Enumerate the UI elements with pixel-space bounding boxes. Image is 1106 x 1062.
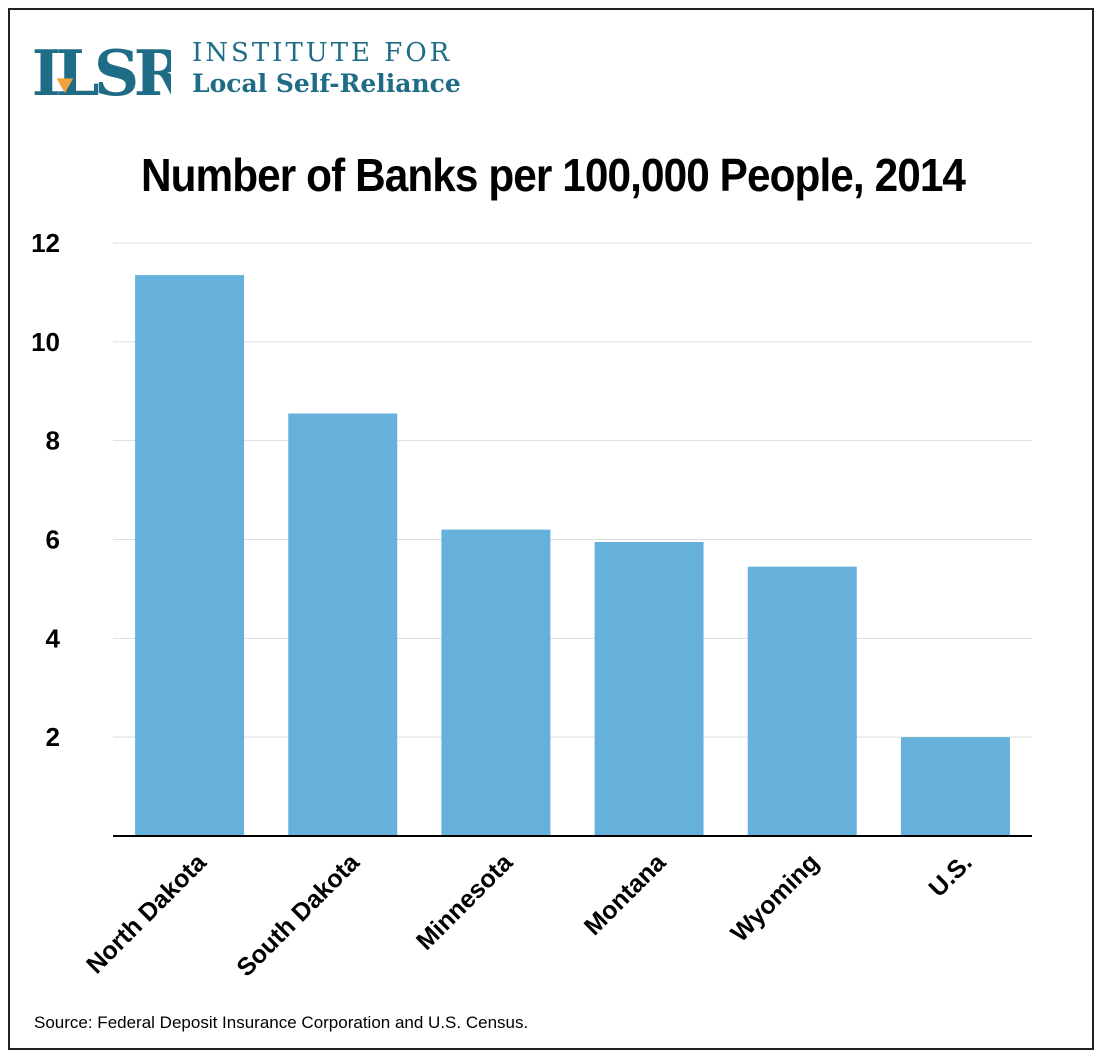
bars	[135, 275, 1010, 836]
y-tick-label: 10	[31, 327, 60, 357]
bar	[747, 566, 857, 836]
x-tick-label: Montana	[579, 848, 672, 941]
x-tick-label: Wyoming	[725, 848, 824, 947]
y-tick-label: 6	[46, 525, 60, 555]
x-tick-labels: North Dakota South Dakota Minnesota Montana…	[81, 848, 978, 983]
bar	[135, 275, 245, 836]
bar	[288, 413, 398, 836]
logo-line-2: Local Self-Reliance	[192, 69, 461, 98]
x-tick-label: U.S.	[923, 848, 977, 902]
ilsr-logo-triangle	[56, 78, 74, 94]
bar-chart: 2 4 6 8 10 12 North Dakota South Dakota Minneso…	[31, 228, 1032, 983]
y-tick-label: 2	[46, 722, 60, 752]
y-tick-label: 4	[46, 623, 61, 653]
y-tick-labels: 2 4 6 8 10 12	[31, 228, 60, 752]
ilsr-logo-mark: ILSR	[32, 36, 171, 106]
x-tick-label: Minnesota	[411, 848, 519, 956]
bar	[441, 529, 551, 836]
grid-layer	[113, 242, 1032, 738]
bar	[594, 541, 704, 836]
logo-line-1: INSTITUTE FOR	[192, 38, 453, 68]
chart-frame: ILSR INSTITUTE FOR Local Self-Reliance N…	[8, 8, 1094, 1050]
source-note: Source: Federal Deposit Insurance Corpor…	[34, 1013, 529, 1032]
ilsr-logo-letters: ILSR	[32, 36, 171, 106]
chart-title: Number of Banks per 100,000 People, 2014	[140, 149, 966, 201]
y-tick-label: 8	[46, 426, 60, 456]
x-tick-label: North Dakota	[81, 848, 213, 980]
x-tick-label: South Dakota	[231, 848, 366, 983]
bar	[900, 737, 1010, 836]
y-tick-label: 12	[31, 228, 60, 258]
